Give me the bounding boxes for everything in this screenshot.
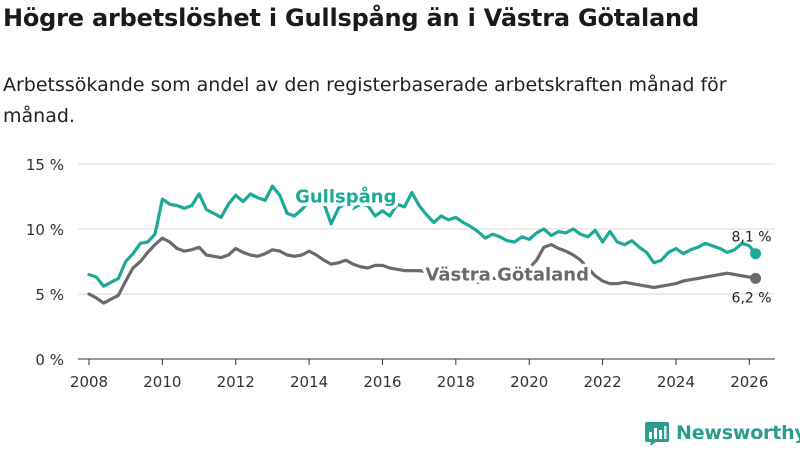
end-value-label-vastra-gotaland: 6,2 % — [732, 290, 772, 306]
label-layer: 8,1 % 6,2 % Gullspång Västra Götaland — [292, 182, 772, 306]
x-tick-label-2014: 2014 — [290, 373, 328, 391]
brand-logo: Newsworthy — [644, 418, 800, 448]
end-value-label-gullspang: 8,1 % — [732, 230, 772, 246]
page-subtitle: Arbetssökande som andel av den registerb… — [3, 74, 727, 127]
x-tick-label-2012: 2012 — [217, 373, 255, 391]
series-end-dot-gullspang — [750, 248, 762, 260]
y-tick-label-10: 10 % — [26, 221, 64, 239]
series-layer — [87, 184, 762, 305]
x-tick-label-2020: 2020 — [510, 373, 548, 391]
series-line-gullspang — [87, 184, 758, 288]
x-tick-label-2016: 2016 — [363, 373, 401, 391]
brand-name: Newsworthy — [676, 422, 800, 444]
x-tick-label-2022: 2022 — [583, 373, 621, 391]
y-tick-label-5: 5 % — [35, 286, 64, 304]
x-tick-label-2018: 2018 — [437, 373, 475, 391]
y-tick-label-0: 0 % — [35, 351, 64, 369]
y-tick-label-15: 15 % — [26, 156, 64, 174]
x-tick-label-2026: 2026 — [730, 373, 768, 391]
newsworthy-bar-icon — [645, 422, 669, 446]
x-tick-label-2010: 2010 — [143, 373, 181, 391]
page-title: Högre arbetslöshet i Gullspång än i Väst… — [3, 4, 699, 32]
series-name-label-vastra-gotaland: Västra Götaland — [425, 265, 589, 286]
x-tick-label-2024: 2024 — [657, 373, 695, 391]
series-name-label-gullspang: Gullspång — [295, 186, 396, 208]
grid-layer: 0 % 5 % 10 % 15 % 2008 2010 2012 2014 2016 2018 20… — [26, 156, 775, 391]
x-tick-label-2008: 2008 — [70, 373, 108, 391]
series-line-vastra-gotaland — [87, 236, 758, 305]
series-end-dot-vastra-gotaland — [750, 272, 762, 284]
